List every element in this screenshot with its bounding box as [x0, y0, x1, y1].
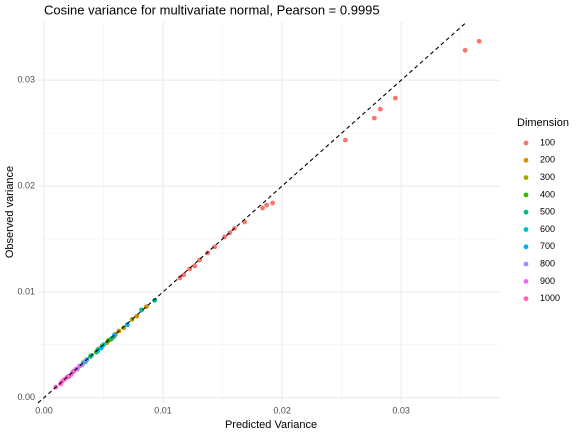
chart-title: Cosine variance for multivariate normal,… — [44, 2, 380, 17]
point — [66, 374, 72, 379]
legend-marker — [523, 296, 529, 302]
identity-line — [37, 21, 468, 404]
legend-label: 400 — [540, 189, 555, 199]
point — [121, 325, 127, 331]
point — [192, 263, 198, 269]
point — [476, 38, 482, 44]
x-tick-label: 0.02 — [273, 405, 291, 415]
point — [152, 297, 158, 303]
legend-marker — [523, 261, 529, 267]
y-tick-label: 0.02 — [17, 180, 35, 190]
legend-label: 800 — [540, 258, 555, 268]
point — [264, 202, 270, 208]
legend-marker — [523, 279, 529, 284]
legend-marker — [523, 244, 529, 250]
point — [98, 345, 104, 351]
point — [95, 348, 100, 354]
point — [124, 322, 130, 328]
y-axis-label: Observed variance — [4, 166, 16, 258]
y-tick-label: 0.00 — [17, 392, 35, 402]
legend-label: 700 — [540, 241, 555, 251]
legend-title: Dimension — [517, 117, 569, 129]
point — [205, 250, 211, 256]
point — [181, 272, 187, 278]
legend-label: 1000 — [540, 293, 560, 303]
x-tick-label: 0.03 — [392, 405, 410, 415]
x-tick-label: 0.01 — [154, 405, 172, 415]
point — [377, 106, 383, 112]
point — [462, 47, 468, 53]
y-tick-label: 0.01 — [17, 286, 35, 296]
legend-marker — [523, 227, 529, 232]
point — [58, 381, 64, 387]
point — [260, 205, 265, 211]
legend-label: 100 — [540, 137, 555, 147]
legend-marker — [523, 175, 529, 181]
legend-marker — [523, 209, 529, 215]
legend-label: 200 — [540, 155, 555, 165]
point — [139, 307, 144, 313]
y-tick-label: 0.03 — [17, 75, 35, 85]
point — [134, 313, 140, 319]
point — [212, 244, 217, 250]
legend-marker — [523, 157, 529, 163]
legend-marker — [523, 140, 529, 146]
legend-label: 900 — [540, 276, 555, 286]
legend-marker — [523, 192, 529, 198]
x-axis-label: Predicted Variance — [225, 419, 317, 431]
x-tick-label: 0.00 — [35, 405, 53, 415]
point — [392, 95, 398, 101]
legend-label: 300 — [540, 172, 555, 182]
legend-label: 600 — [540, 224, 555, 234]
point — [270, 200, 275, 206]
legend-label: 500 — [540, 207, 555, 217]
point — [371, 115, 377, 121]
point — [342, 137, 348, 143]
